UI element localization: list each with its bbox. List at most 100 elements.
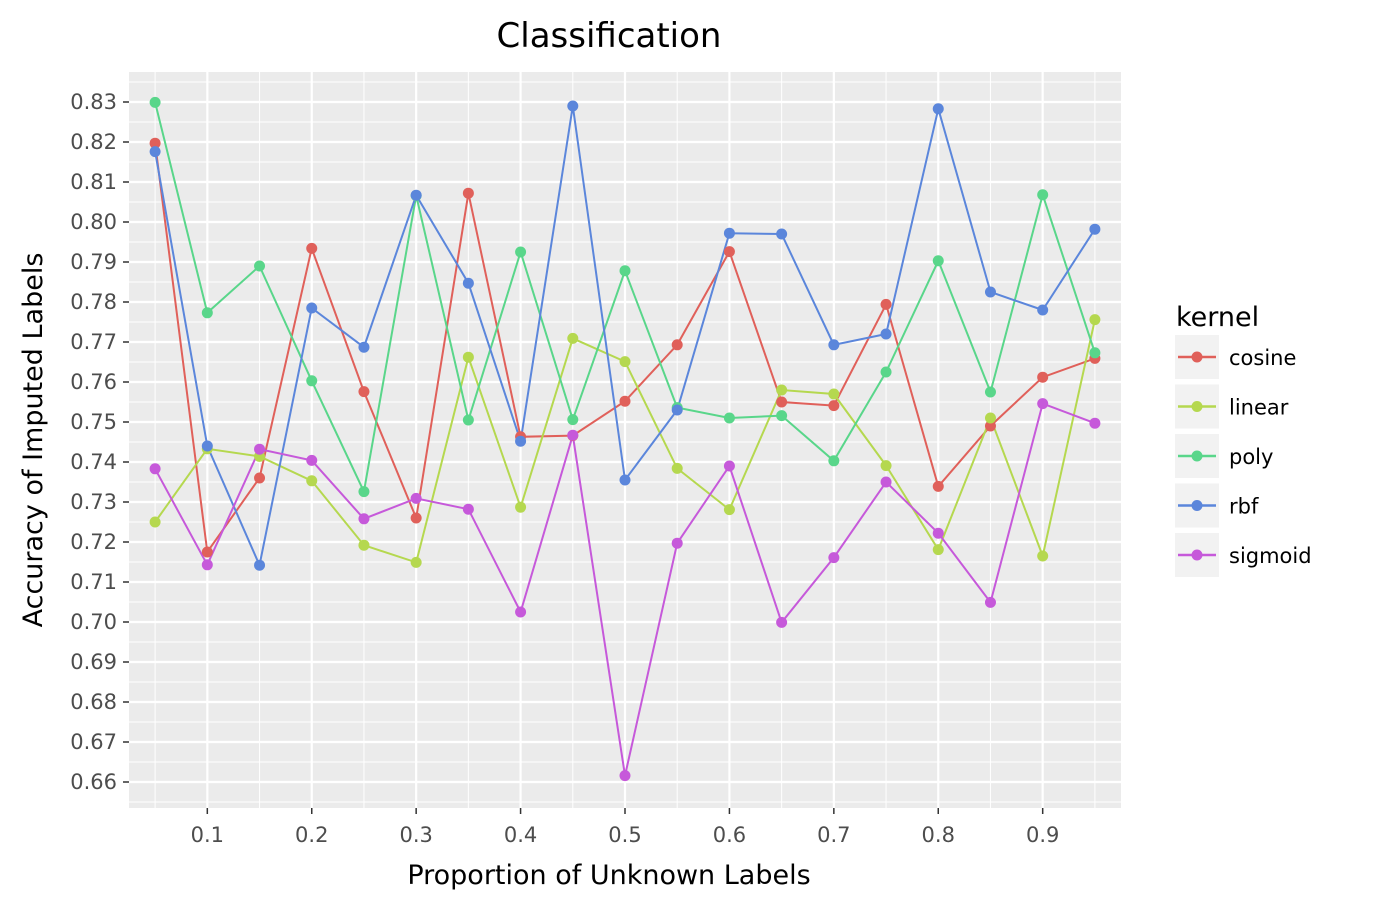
data-point-poly [984, 386, 996, 398]
chart-title: Classification [497, 16, 722, 56]
data-point-rbf [410, 189, 422, 201]
data-point-linear [358, 539, 370, 551]
data-point-rbf [984, 286, 996, 298]
data-point-linear [1037, 550, 1049, 562]
y-tick-label: 0.78 [70, 290, 117, 314]
data-point-poly [1037, 189, 1049, 201]
data-point-rbf [776, 228, 788, 240]
legend-items: cosine linear poly rbf sigmoid [1175, 335, 1312, 577]
data-point-linear [984, 412, 996, 424]
data-point-linear [149, 516, 161, 528]
data-point-cosine [306, 242, 318, 254]
data-point-rbf [671, 404, 683, 416]
data-point-rbf [462, 277, 474, 289]
data-point-sigmoid [462, 503, 474, 515]
data-point-poly [201, 307, 213, 319]
y-axis-ticks: 0.66 0.67 0.68 0.69 0.70 0.71 0.72 0.73 0.74 0.75… [70, 90, 129, 794]
data-point-cosine [149, 137, 161, 149]
data-point-rbf [306, 302, 318, 314]
data-point-rbf [358, 341, 370, 353]
y-tick-label: 0.69 [70, 650, 117, 674]
y-tick-label: 0.75 [70, 410, 117, 434]
data-point-poly [619, 265, 631, 277]
data-point-rbf [932, 103, 944, 115]
data-point-rbf [254, 559, 266, 571]
data-point-sigmoid [201, 559, 213, 571]
data-point-sigmoid [149, 463, 161, 475]
data-point-sigmoid [306, 454, 318, 466]
legend-key-point [1191, 401, 1203, 412]
data-point-rbf [1089, 223, 1101, 235]
x-tick-label: 0.6 [713, 823, 746, 847]
x-tick-label: 0.7 [817, 823, 850, 847]
data-point-poly [358, 486, 370, 498]
y-tick-label: 0.66 [70, 770, 117, 794]
data-point-linear [671, 462, 683, 474]
x-tick-label: 0.2 [295, 823, 328, 847]
legend-label: poly [1229, 445, 1273, 469]
legend-item-rbf: rbf [1175, 483, 1259, 528]
data-point-linear [723, 504, 735, 516]
data-point-poly [880, 366, 892, 378]
data-point-cosine [410, 512, 422, 524]
y-tick-label: 0.71 [70, 570, 117, 594]
legend-item-poly: poly [1175, 434, 1273, 478]
data-point-linear [619, 356, 631, 368]
data-point-sigmoid [671, 537, 683, 549]
data-point-rbf [880, 328, 892, 340]
data-point-sigmoid [619, 770, 631, 782]
data-point-cosine [1037, 371, 1049, 383]
data-point-sigmoid [984, 596, 996, 608]
legend-item-linear: linear [1175, 384, 1289, 429]
data-point-cosine [462, 187, 474, 199]
data-point-linear [567, 332, 579, 344]
data-point-poly [932, 255, 944, 267]
x-tick-label: 0.4 [504, 823, 537, 847]
series-points [149, 96, 1101, 782]
y-axis-title: Accuracy of Imputed Labels [18, 253, 49, 628]
data-point-cosine [984, 420, 996, 432]
y-tick-label: 0.77 [70, 330, 117, 354]
data-point-rbf [828, 339, 840, 351]
legend-key-point [1191, 549, 1203, 561]
legend: kernel cosine linear poly rbf sigmoid [1175, 302, 1312, 577]
x-axis-ticks: 0.1 0.2 0.3 0.4 0.5 0.6 0.7 0.8 0.9 [191, 808, 1059, 847]
legend-key-point [1191, 500, 1203, 511]
data-point-linear [306, 475, 318, 487]
y-tick-label: 0.67 [70, 730, 117, 754]
legend-label: sigmoid [1229, 544, 1312, 568]
y-tick-label: 0.79 [70, 250, 117, 274]
data-point-linear [880, 460, 892, 472]
y-tick-label: 0.72 [70, 530, 117, 554]
data-point-linear [462, 351, 474, 363]
data-point-rbf [201, 440, 213, 452]
x-axis-title: Proportion of Unknown Labels [407, 860, 810, 891]
y-tick-label: 0.74 [70, 450, 117, 474]
y-tick-label: 0.70 [70, 610, 117, 634]
data-point-sigmoid [932, 527, 944, 539]
data-point-sigmoid [828, 552, 840, 564]
major-gridlines [129, 72, 1121, 808]
data-point-rbf [149, 146, 161, 158]
legend-label: rbf [1229, 495, 1259, 519]
y-tick-label: 0.83 [70, 90, 117, 114]
data-point-sigmoid [515, 606, 527, 618]
data-point-rbf [1037, 304, 1049, 316]
data-point-linear [515, 501, 527, 513]
data-point-linear [828, 388, 840, 400]
data-point-sigmoid [776, 616, 788, 628]
data-point-sigmoid [358, 513, 370, 525]
data-point-sigmoid [567, 429, 579, 441]
data-point-poly [1089, 347, 1101, 359]
data-point-cosine [776, 396, 788, 408]
data-point-cosine [619, 395, 631, 407]
y-tick-label: 0.82 [70, 130, 117, 154]
y-tick-label: 0.68 [70, 690, 117, 714]
y-tick-label: 0.81 [70, 170, 117, 194]
data-point-cosine [254, 472, 266, 484]
data-point-cosine [828, 400, 840, 412]
x-tick-label: 0.3 [399, 823, 432, 847]
data-point-cosine [358, 386, 370, 398]
y-tick-label: 0.73 [70, 490, 117, 514]
